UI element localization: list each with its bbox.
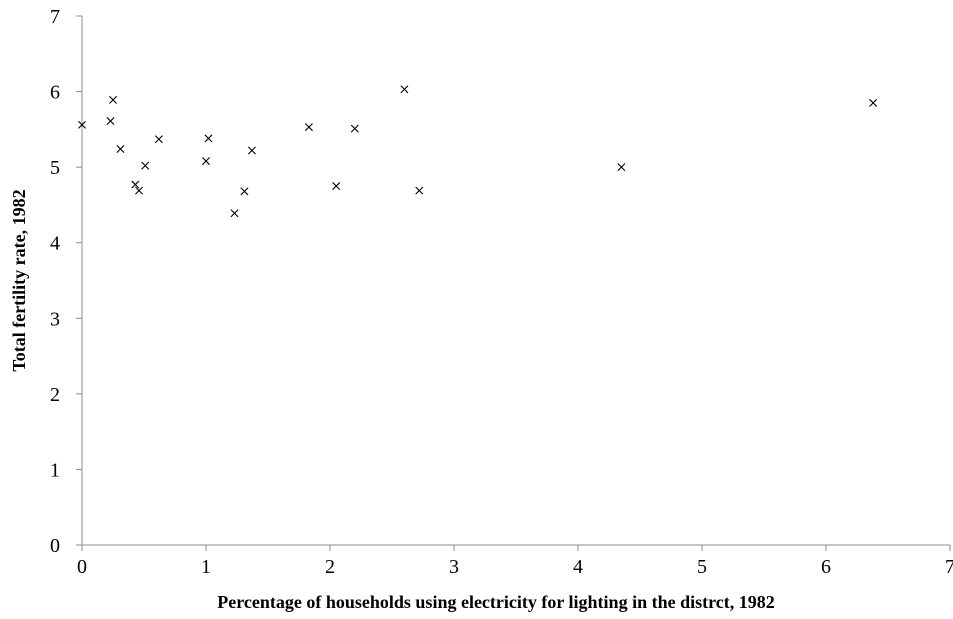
y-tick-label: 7 — [50, 6, 60, 28]
x-tick-label: 2 — [325, 556, 335, 578]
x-tick-label: 0 — [77, 556, 87, 578]
x-tick-label: 4 — [573, 556, 583, 578]
axes — [81, 16, 950, 546]
y-tick-label: 1 — [50, 459, 60, 481]
data-point — [131, 180, 140, 189]
data-point — [204, 134, 213, 143]
data-point — [350, 124, 359, 133]
data-point — [78, 120, 86, 129]
data-point — [415, 186, 424, 195]
y-tick-label: 0 — [50, 535, 60, 557]
data-point — [141, 161, 150, 170]
x-tick-label: 5 — [697, 556, 707, 578]
data-point — [109, 95, 117, 104]
y-tick-label: 3 — [50, 308, 60, 330]
x-tick-label: 1 — [201, 556, 211, 578]
y-axis-ticks: 0 1 2 3 4 5 6 7 — [50, 6, 82, 557]
data-point — [230, 209, 239, 218]
data-point — [400, 85, 409, 94]
data-point — [154, 135, 163, 144]
y-tick-label: 6 — [50, 82, 60, 104]
data-point — [240, 187, 249, 196]
x-axis-ticks: 0 1 2 3 4 5 6 7 — [77, 545, 953, 578]
x-tick-label: 6 — [821, 556, 831, 578]
data-point — [135, 186, 144, 195]
data-point — [247, 146, 256, 155]
data-point — [106, 117, 115, 126]
data-points — [78, 85, 878, 218]
data-point — [202, 157, 210, 166]
y-tick-label: 5 — [50, 157, 60, 179]
x-tick-label: 7 — [945, 556, 953, 578]
data-point — [116, 145, 125, 153]
data-point — [304, 123, 313, 132]
y-axis-title: Total fertility rate, 1982 — [9, 189, 29, 371]
data-point — [332, 182, 341, 191]
data-point — [869, 98, 878, 107]
y-tick-label: 2 — [50, 384, 60, 406]
data-point — [617, 163, 626, 172]
y-tick-label: 4 — [50, 233, 60, 255]
x-tick-label: 3 — [449, 556, 459, 578]
x-axis-title: Percentage of households using electrici… — [217, 592, 774, 612]
